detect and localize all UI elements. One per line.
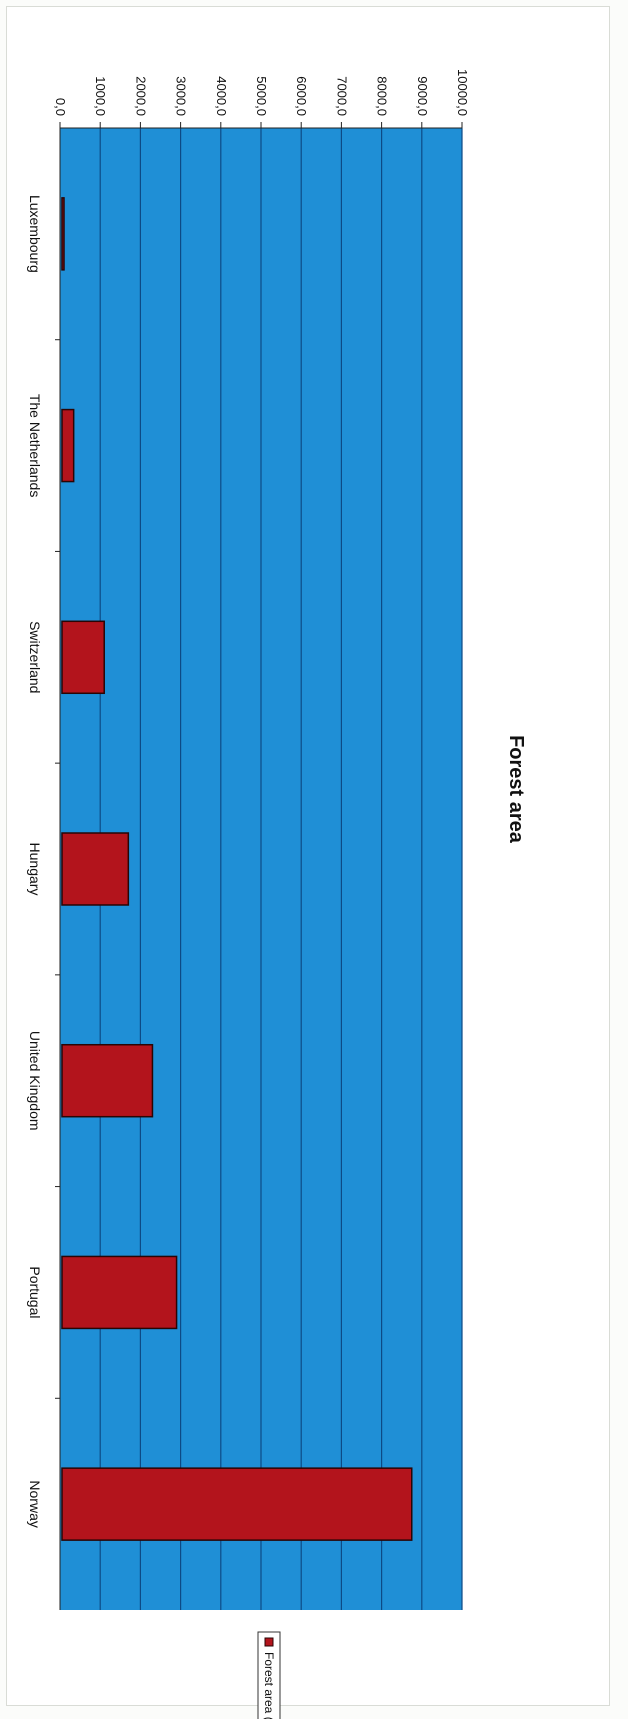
category-label: The Netherlands bbox=[27, 394, 43, 498]
value-tick-label: 5000,0 bbox=[254, 76, 269, 116]
category-label: Portugal bbox=[27, 1266, 43, 1318]
legend: Forest area (1000 ha) bbox=[257, 1631, 281, 1719]
bar-portugal bbox=[61, 1255, 178, 1330]
legend-label: Forest area (1000 ha) bbox=[262, 1652, 276, 1719]
category-label: Hungary bbox=[27, 843, 43, 896]
bars bbox=[61, 197, 413, 1541]
category-label: United Kingdom bbox=[27, 1031, 43, 1131]
value-tick-label: 8000,0 bbox=[375, 76, 390, 116]
value-tick-label: 7000,0 bbox=[334, 76, 349, 116]
bar-switzerland bbox=[61, 620, 105, 695]
category-label: Norway bbox=[27, 1480, 43, 1527]
bar-the-netherlands bbox=[61, 408, 75, 483]
value-tick-label: 9000,0 bbox=[415, 76, 430, 116]
value-tick-label: 10000,0 bbox=[455, 69, 470, 116]
bar-hungary bbox=[61, 832, 130, 906]
category-axis: Luxembourg The Netherlands Switzerland Hung… bbox=[27, 195, 60, 1528]
legend-box bbox=[257, 1631, 281, 1719]
bar-united-kingdom bbox=[61, 1043, 154, 1118]
value-tick-label: 1000,0 bbox=[93, 76, 108, 116]
legend-swatch bbox=[264, 1637, 274, 1647]
value-tick-label: 0,0 bbox=[53, 98, 68, 116]
category-label: Luxembourg bbox=[27, 195, 43, 273]
gridlines bbox=[99, 128, 463, 1610]
category-label: Switzerland bbox=[27, 621, 43, 693]
bar-norway bbox=[61, 1467, 413, 1541]
chart-title: Forest area bbox=[505, 735, 527, 844]
value-tick-label: 4000,0 bbox=[214, 76, 229, 116]
value-axis: 0,0 1000,0 2000,0 3000,0 4000,0 5000,0 6000,0 7… bbox=[53, 69, 470, 1610]
value-tick-label: 3000,0 bbox=[174, 76, 189, 116]
value-tick-label: 2000,0 bbox=[133, 76, 148, 116]
bar-luxembourg bbox=[61, 197, 65, 271]
value-tick-label: 6000,0 bbox=[294, 76, 309, 116]
